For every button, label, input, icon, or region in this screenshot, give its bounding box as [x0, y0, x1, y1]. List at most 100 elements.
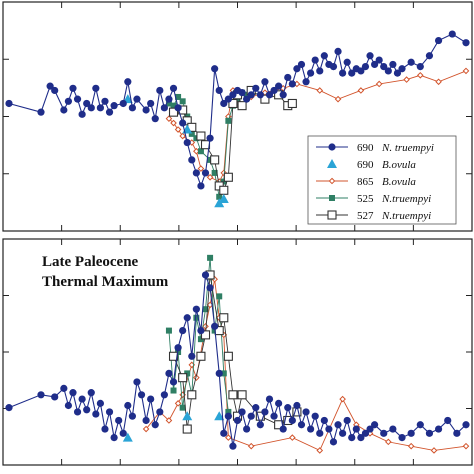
top-series-527-n-truempyi-point [237, 101, 247, 111]
legend-marker [328, 143, 336, 151]
top-series-525-n-truempyi-point [170, 102, 177, 109]
top-series-690-n-truempyi-point [64, 97, 73, 105]
top-series-690-n-truempyi-point [384, 67, 392, 75]
bottom-series-690-n-truempyi-point [307, 425, 315, 433]
top-series-690-n-truempyi-point [279, 91, 287, 99]
legend-site: 690 [357, 142, 374, 154]
bottom-series-690-n-truempyi-point [329, 438, 338, 446]
bottom-series-690-n-truempyi-point [115, 416, 123, 425]
top-series-690-n-truempyi-point [51, 86, 59, 95]
bottom-series-690-n-truempyi-point [398, 434, 406, 442]
top-series-690-n-truempyi-point [270, 86, 278, 95]
top-series-865-b-ovula-point [435, 78, 442, 86]
bottom-series-525-n-truempyi-point [202, 306, 209, 313]
bottom-series-690-n-truempyi-point [444, 416, 452, 425]
legend-marker [327, 159, 337, 168]
bottom-series-525-n-truempyi-point [165, 327, 172, 334]
top-series-865-b-ovula-point [165, 115, 173, 122]
top-series-525-n-truempyi-point [188, 130, 195, 137]
bottom-series-690-n-truempyi-point [256, 421, 264, 429]
bottom-series-690-n-truempyi-point [325, 425, 333, 433]
bottom-series-690-b-ovula-point [122, 432, 133, 442]
top-series-690-n-truempyi-point [69, 84, 77, 92]
bottom-series-690-n-truempyi-point [87, 389, 95, 397]
bottom-series-525-n-truempyi-point [184, 370, 191, 377]
bottom-series-690-n-truempyi-point [416, 421, 424, 429]
bottom-series-690-n-truempyi-point [348, 434, 356, 442]
bottom-series-690-n-truempyi-point [371, 421, 379, 429]
bottom-series-690-n-truempyi-point [133, 378, 141, 386]
bottom-series-527-n-truempyi-point [228, 390, 238, 400]
bottom-series-865-b-ovula-point [142, 425, 150, 433]
legend-name: N. truempyi [381, 142, 434, 154]
top-series-865-b-ovula-point [334, 95, 342, 103]
top-series-690-n-truempyi-point [165, 95, 173, 103]
top-series-690-n-truempyi-point [87, 104, 95, 112]
top-series-525-n-truempyi-point [175, 93, 182, 100]
top-series-690-n-truempyi-point [256, 91, 264, 99]
top-series-690-n-truempyi-point [448, 30, 456, 38]
bottom-series-690-b-ovula [122, 411, 225, 442]
legend-item-690-b-ovula: 690 B.ovula [327, 159, 416, 171]
top-series-690-n-truempyi-point [288, 80, 296, 88]
top-series-690-n-truempyi-point [224, 95, 232, 103]
legend-marker [328, 177, 336, 185]
bottom-series-690-n-truempyi-point [188, 352, 196, 360]
bottom-series-690-n-truempyi-point [169, 378, 178, 386]
bottom-series-690-n-truempyi-point [275, 399, 283, 407]
bottom-series-690-n-truempyi-point [361, 429, 370, 437]
bottom-series-527-n-truempyi-point [196, 351, 206, 361]
top-series-527-n-truempyi [168, 85, 297, 195]
bottom-series-690-n-truempyi-point [261, 408, 269, 416]
bottom-series-690-n-truempyi-point [288, 416, 296, 425]
top-series-690-n-truempyi-point [174, 104, 182, 112]
bottom-series-690-n-truempyi-point [270, 412, 278, 420]
bottom-series-690-n-truempyi-point [156, 408, 164, 416]
top-series-865-b-ovula-point [206, 173, 214, 181]
top-series-525-n-truempyi-point [197, 148, 204, 155]
bottom-series-525-n-truempyi-point [197, 336, 204, 343]
bottom-series-527-n-truempyi-point [178, 373, 188, 383]
bottom-series-690-n-truempyi-point [105, 408, 114, 416]
bottom-series-690-n-truempyi-point [160, 391, 168, 399]
legend-name: N.truempyi [381, 210, 431, 222]
top-series-690-n-truempyi-point [169, 84, 178, 92]
bottom-series-690-n-truempyi-point [343, 416, 351, 425]
top-series-690-n-truempyi-point [366, 52, 374, 60]
bottom-plot-frame [2, 238, 473, 466]
top-series-525-n-truempyi-point [225, 117, 232, 124]
top-series-690-n-truempyi-point [220, 99, 228, 108]
top-series-690-n-truempyi-point [311, 56, 319, 64]
top-axis-ticks [3, 1, 472, 232]
bottom-series-690-n-truempyi-point [380, 429, 388, 437]
top-series-690-n-truempyi-point [119, 99, 127, 108]
bottom-series-525-n-truempyi-point [170, 387, 177, 394]
top-series-690-n-truempyi-point [371, 60, 379, 69]
top-series-690-n-truempyi-point [179, 119, 187, 127]
bottom-series-525-n-truempyi-point [179, 404, 186, 411]
top-series-690-n-truempyi-point [78, 110, 86, 118]
top-series-690-n-truempyi-point [252, 84, 260, 92]
top-series-690-n-truempyi-point [316, 67, 324, 75]
bottom-series-865-b-ovula-point [407, 442, 415, 450]
bottom-series-690-n-truempyi-point [366, 425, 374, 433]
top-series-690-n-truempyi-point [156, 86, 164, 95]
bottom-series-525-n-truempyi-point [207, 254, 214, 261]
bottom-series-690-b-ovula-point [182, 411, 193, 421]
top-series-690-n-truempyi-point [348, 69, 356, 77]
top-series-690-n-truempyi-point [201, 169, 210, 177]
top-series-865-b-ovula-point [416, 71, 424, 79]
bottom-series-690-n-truempyi-point [96, 399, 104, 407]
top-series-527-n-truempyi-point [196, 131, 206, 141]
top-series-690-n-truempyi-point [307, 69, 315, 77]
bottom-series-690-n-truempyi-point [311, 412, 319, 420]
bottom-panel: Late Paleocene Thermal Maximum [2, 238, 473, 466]
bottom-series-690-n-truempyi-point [206, 284, 214, 292]
top-series-690-n-truempyi-point [160, 104, 168, 112]
top-series-690-n-truempyi-point [92, 84, 100, 92]
top-series-690-n-truempyi-point [211, 65, 219, 73]
bottom-series-525-n-truempyi-point [225, 408, 232, 415]
bottom-series-690-n-truempyi-point [69, 389, 77, 397]
top-series-690-n-truempyi-point [329, 62, 338, 71]
top-series-690-n-truempyi-point [425, 52, 434, 60]
